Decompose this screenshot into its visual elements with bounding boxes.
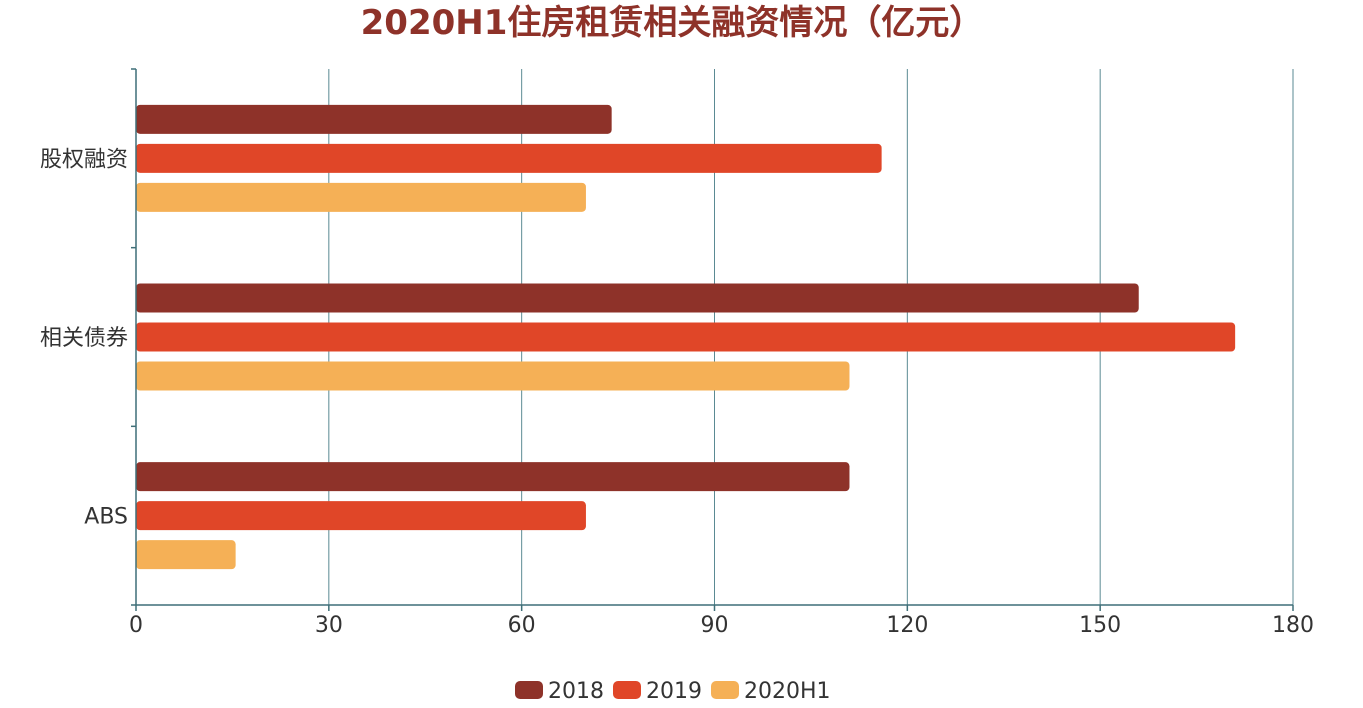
x-tick-label: 30 (315, 613, 343, 638)
legend[interactable]: 2018 2019 2020H1 (515, 679, 831, 704)
bar[interactable] (136, 283, 1139, 313)
x-tick-label: 180 (1272, 613, 1314, 638)
category-label: 股权融资 (40, 147, 128, 172)
chart-title: 2020H1住房租赁相关融资情况（亿元） (361, 3, 984, 43)
legend-item[interactable]: 2019 (613, 679, 702, 704)
bar[interactable] (136, 501, 586, 531)
x-tick-label: 150 (1079, 613, 1121, 638)
x-tick-label: 120 (886, 613, 928, 638)
bar[interactable] (136, 462, 850, 492)
legend-swatch (515, 681, 543, 699)
bar[interactable] (136, 361, 850, 391)
bar[interactable] (136, 104, 612, 134)
bars (136, 104, 1236, 570)
legend-swatch (711, 681, 739, 699)
category-label: 相关债券 (40, 326, 128, 351)
bar[interactable] (136, 143, 882, 173)
bar[interactable] (136, 322, 1236, 352)
legend-label: 2020H1 (744, 679, 831, 704)
legend-label: 2018 (548, 679, 604, 704)
x-tick-label: 0 (129, 613, 143, 638)
legend-swatch (613, 681, 641, 699)
category-label: ABS (84, 505, 128, 530)
x-tick-label: 90 (701, 613, 729, 638)
legend-item[interactable]: 2020H1 (711, 679, 831, 704)
x-tick-label: 60 (508, 613, 536, 638)
bar[interactable] (136, 182, 586, 212)
legend-item[interactable]: 2018 (515, 679, 604, 704)
legend-label: 2019 (646, 679, 702, 704)
bar[interactable] (136, 540, 236, 570)
